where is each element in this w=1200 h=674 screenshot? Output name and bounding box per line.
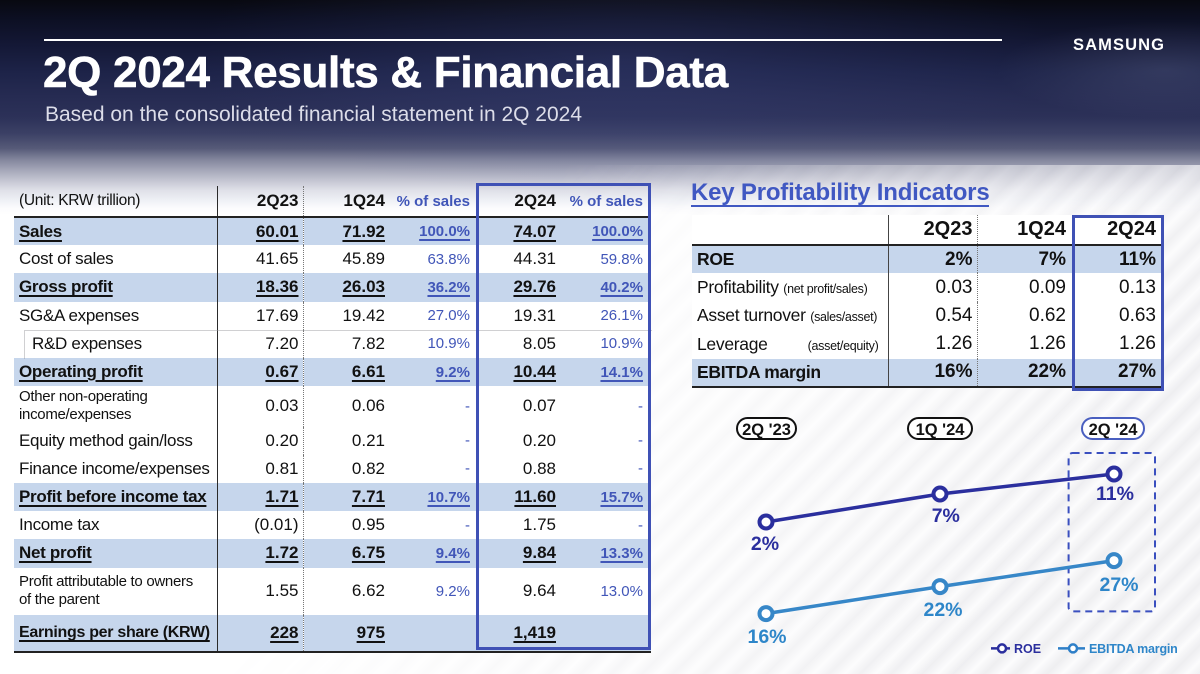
svg-text:22%: 22% <box>923 599 962 621</box>
svg-text:11%: 11% <box>1096 483 1134 505</box>
svg-text:7%: 7% <box>932 505 960 527</box>
svg-text:2%: 2% <box>751 533 779 555</box>
svg-text:2Q '24: 2Q '24 <box>1089 421 1139 439</box>
svg-text:ROE: ROE <box>1014 642 1041 656</box>
svg-text:2Q '23: 2Q '23 <box>742 421 791 439</box>
svg-text:EBITDA margin: EBITDA margin <box>1089 642 1178 656</box>
svg-text:1Q '24: 1Q '24 <box>916 421 966 439</box>
svg-text:27%: 27% <box>1099 574 1138 596</box>
svg-text:16%: 16% <box>747 626 786 648</box>
